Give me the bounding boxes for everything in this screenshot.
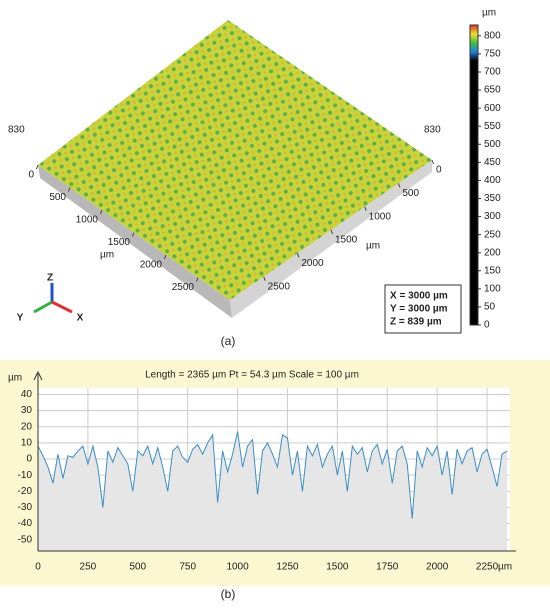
x-tick-label: 500 xyxy=(49,192,66,203)
colorbar-tick-label: 700 xyxy=(484,67,501,78)
colorbar-tick-label: 150 xyxy=(484,265,501,276)
colorbar-tick-label: 600 xyxy=(484,103,501,114)
y-tick-label: -50 xyxy=(18,534,33,545)
x-tick-label: 2000 xyxy=(426,562,449,573)
tick-mark xyxy=(296,253,300,258)
tick-mark xyxy=(330,229,334,235)
triad-label: X xyxy=(77,313,84,324)
y-tick-label: 10 xyxy=(21,438,33,449)
tick-mark xyxy=(263,276,266,281)
colorbar-tick-label: 100 xyxy=(484,283,501,294)
caption: (b) xyxy=(221,587,236,601)
info-text: X = 3000 µm xyxy=(390,291,448,302)
profile-area xyxy=(38,431,508,551)
y-tick-label: -30 xyxy=(18,502,33,513)
triad-label: Y xyxy=(17,313,24,324)
x-tick-label: 2500 xyxy=(172,282,195,293)
info-text: Y = 3000 µm xyxy=(390,304,448,315)
colorbar-tick-label: 350 xyxy=(484,193,501,204)
surface-side xyxy=(38,165,232,318)
y-tick-label: -10 xyxy=(18,470,33,481)
y-tick-label: 0 xyxy=(26,454,32,465)
colorbar-tick-label: 450 xyxy=(484,157,501,168)
y-tick-label: 1000 xyxy=(369,211,392,222)
corner-label: 830 xyxy=(8,125,25,136)
surface-side xyxy=(230,160,432,318)
x-tick-label: 750 xyxy=(179,562,196,573)
x-tick-label: 500 xyxy=(129,562,146,573)
colorbar-tick-label: 750 xyxy=(484,49,501,60)
tick-mark xyxy=(163,254,167,260)
x-tick-label: 1250 xyxy=(276,562,299,573)
triad-y xyxy=(33,300,53,314)
y-axis-label: µm xyxy=(8,373,22,384)
tick-mark xyxy=(195,277,199,282)
y-tick-label: 500 xyxy=(402,188,419,199)
tick-mark xyxy=(67,187,71,192)
x-tick-label: 1000 xyxy=(226,562,249,573)
x-tick-label: 1500 xyxy=(326,562,349,573)
x-tick-label: 0 xyxy=(28,170,34,181)
chart-title: Length = 2365 µm Pt = 54.3 µm Scale = 10… xyxy=(145,370,359,381)
y-tick-label: 0 xyxy=(436,165,442,176)
colorbar-tick-label: 500 xyxy=(484,139,501,150)
colorbar-tick-label: 50 xyxy=(484,302,496,313)
y-tick-label: 40 xyxy=(21,389,33,400)
y-tick-label: 30 xyxy=(21,405,33,416)
x-tick-label: 2000 xyxy=(140,260,163,271)
tick-mark xyxy=(131,232,135,237)
y-tick-label: -20 xyxy=(18,486,33,497)
x-tick-label: 2250 xyxy=(476,562,499,573)
x-tick-label: 1750 xyxy=(376,562,399,573)
x-axis-label: µm xyxy=(498,562,512,573)
colorbar-tick-label: 300 xyxy=(484,211,501,222)
colorbar-tick-label: 250 xyxy=(484,229,501,240)
x-tick-label: 1000 xyxy=(76,215,99,226)
triad-x xyxy=(51,300,73,314)
tick-mark xyxy=(99,209,103,215)
colorbar-tick-label: 200 xyxy=(484,247,501,258)
axes-triad xyxy=(33,283,73,314)
x-axis-label: µm xyxy=(100,250,114,261)
colorbar-tick-label: 400 xyxy=(484,175,501,186)
profile-line xyxy=(37,431,508,519)
y-axis-arrow xyxy=(33,370,43,381)
y-tick-label: 20 xyxy=(21,421,33,432)
tick-mark xyxy=(364,206,367,211)
x-tick-label: 1500 xyxy=(108,237,131,248)
corner-label: 830 xyxy=(424,125,441,136)
colorbar-tick-label: 0 xyxy=(484,320,490,331)
info-box xyxy=(384,284,462,334)
triad-label: Z xyxy=(47,273,53,284)
x-tick-label: 0 xyxy=(35,562,41,573)
info-text: Z = 839 µm xyxy=(390,317,442,328)
surface xyxy=(38,20,432,300)
colorbar-tick-label: 800 xyxy=(484,30,501,41)
y-tick-label: 2000 xyxy=(301,258,324,269)
y-tick-label: -40 xyxy=(18,518,33,529)
y-tick-label: 1500 xyxy=(335,235,358,246)
colorbar-unit: µm xyxy=(482,8,496,19)
caption: (a) xyxy=(221,334,236,348)
x-tick-label: 250 xyxy=(80,562,97,573)
colorbar-tick-label: 650 xyxy=(484,85,501,96)
tick-mark xyxy=(35,164,39,170)
y-tick-label: 2500 xyxy=(268,281,291,292)
y-axis-label: µm xyxy=(366,241,380,252)
colorbar-tick-label: 550 xyxy=(484,121,501,132)
tick-mark xyxy=(431,159,435,165)
tick-mark xyxy=(397,183,401,188)
colorbar xyxy=(469,24,479,326)
